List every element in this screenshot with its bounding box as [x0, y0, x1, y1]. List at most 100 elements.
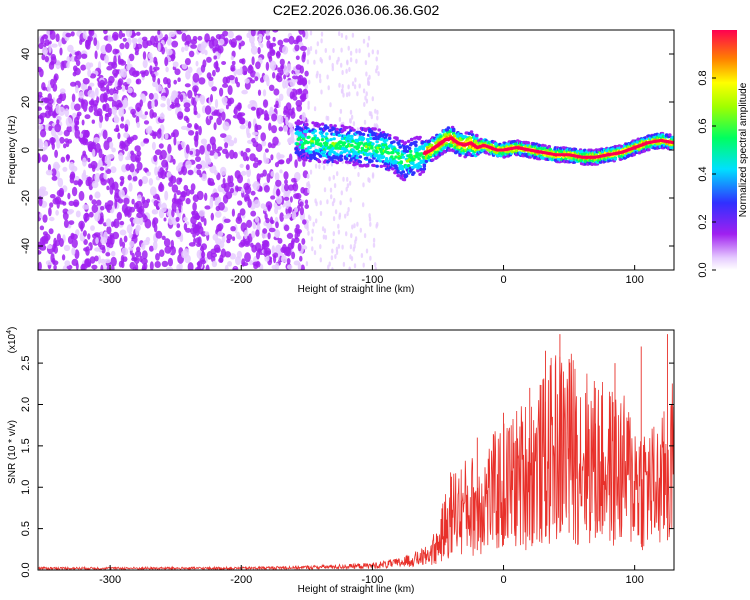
spectrogram-cell	[80, 82, 86, 90]
spectrogram-cell	[345, 92, 349, 98]
spectrogram-cell	[375, 56, 378, 62]
spectrogram-cell	[91, 180, 99, 189]
spectrogram-cell	[185, 70, 191, 80]
spectrogram-cell	[469, 130, 474, 134]
spectrogram-cell	[299, 140, 304, 144]
spectrogram-cell	[88, 30, 93, 35]
spectrogram-cell	[252, 261, 260, 267]
spectrogram-cell	[195, 213, 201, 221]
spectrogram-cell	[176, 177, 182, 185]
spectrogram-cell	[183, 184, 189, 192]
spectrogram-cell	[372, 163, 376, 168]
spectrogram-cell	[337, 243, 341, 249]
spectrogram-y-label: Frequency (Hz)	[7, 116, 18, 185]
spectrogram-cell	[314, 49, 318, 55]
spectrogram-cell	[94, 191, 101, 199]
spectrogram-cell	[275, 100, 279, 108]
spectrogram-cell	[332, 231, 335, 237]
spectrogram-cell	[81, 53, 88, 59]
spectrogram-cell	[197, 236, 202, 246]
spectrogram-cell	[121, 241, 126, 248]
spectrogram-cell	[340, 190, 343, 196]
spectrogram-cell	[176, 190, 182, 196]
spectrogram-cell	[229, 253, 236, 260]
spectrogram-cell	[100, 264, 104, 270]
spectrogram-cell	[372, 242, 376, 248]
spectrogram-cell	[219, 241, 225, 249]
spectrogram-cell	[320, 31, 324, 37]
snr-x-axis: -300 -200 -100 0 100	[99, 565, 644, 586]
spectrogram-cell	[118, 152, 124, 162]
spectrogram-cell	[128, 53, 135, 62]
spectrogram-cell	[46, 102, 53, 111]
spectrogram-cell	[348, 154, 352, 158]
spectrogram-cell	[38, 66, 42, 73]
spectrogram-cell	[265, 30, 270, 37]
spectrogram-cell	[370, 159, 374, 163]
spectrogram-cell	[297, 262, 302, 270]
spectrogram-cell	[332, 174, 335, 180]
x-tick-label: 0	[500, 274, 506, 286]
spectrogram-cell	[221, 183, 227, 189]
spectrogram-cell	[153, 99, 159, 107]
spectrogram-cell	[294, 159, 298, 169]
spectrogram-cell	[170, 132, 176, 138]
spectrogram-cell	[193, 110, 198, 116]
spectrogram-cell	[137, 194, 142, 200]
spectrogram-cell	[351, 224, 354, 230]
spectrogram-cell	[161, 235, 166, 240]
spectrogram-cell	[332, 216, 336, 222]
spectrogram-cell	[310, 236, 314, 242]
spectrogram-cell	[214, 99, 219, 109]
spectrogram-cell	[284, 179, 288, 185]
spectrogram-cell	[63, 143, 67, 149]
spectrogram-cell	[85, 129, 90, 139]
spectrogram-cell	[213, 122, 217, 131]
spectrogram-cell	[306, 226, 309, 231]
spectrogram-cell	[358, 160, 363, 164]
spectrogram-cell	[239, 124, 246, 130]
spectrogram-cell	[263, 157, 270, 164]
spectrogram-cell	[45, 260, 53, 266]
spectrogram-cell	[334, 209, 338, 215]
spectrogram-cell	[414, 140, 418, 144]
spectrogram-cell	[226, 238, 231, 244]
snr-y-axis: 0.0 0.5 1.0 1.5 2.0 2.5	[20, 355, 674, 578]
spectrogram-cell	[229, 149, 235, 160]
snr-line	[38, 353, 674, 570]
spectrogram-cell	[239, 208, 246, 216]
spectrogram-cell	[71, 247, 76, 256]
spectrogram-cell	[335, 161, 340, 165]
spectrogram-cell	[668, 133, 672, 137]
spectrogram-cell	[80, 64, 87, 71]
spectrogram-cell	[137, 37, 144, 44]
spectrogram-cell	[82, 77, 90, 85]
spectrogram-cell	[80, 222, 84, 232]
spectrogram-cell	[156, 205, 160, 210]
snr-scale-exponent: 4	[6, 330, 13, 334]
spectrogram-cell	[289, 127, 294, 135]
spectrogram-cell	[160, 169, 167, 180]
spectrogram-cell	[353, 223, 356, 229]
spectrogram-cell	[279, 212, 285, 223]
spectrogram-cell	[309, 169, 313, 175]
spectrogram-cell	[219, 87, 224, 97]
spectrogram-cell	[301, 53, 306, 63]
spectrogram-cell	[180, 30, 188, 33]
spectrogram-cell	[54, 149, 58, 158]
spectrogram-cell	[112, 231, 120, 240]
spectrogram-cell	[52, 110, 56, 117]
spectrogram-cell	[143, 138, 150, 144]
spectrogram-cell	[333, 124, 337, 128]
spectrogram-cell	[142, 239, 150, 246]
spectrogram-cell	[67, 138, 73, 144]
spectrogram-cell	[184, 254, 191, 264]
spectrogram-cell	[396, 170, 400, 174]
spectrogram-cell	[314, 163, 318, 169]
spectrogram-cell	[326, 126, 330, 130]
spectrogram-cell	[347, 134, 351, 138]
spectrogram-cell	[399, 161, 404, 165]
spectrogram-cell	[39, 188, 46, 198]
spectrogram-cell	[67, 44, 74, 53]
spectrogram-cell	[377, 71, 380, 77]
